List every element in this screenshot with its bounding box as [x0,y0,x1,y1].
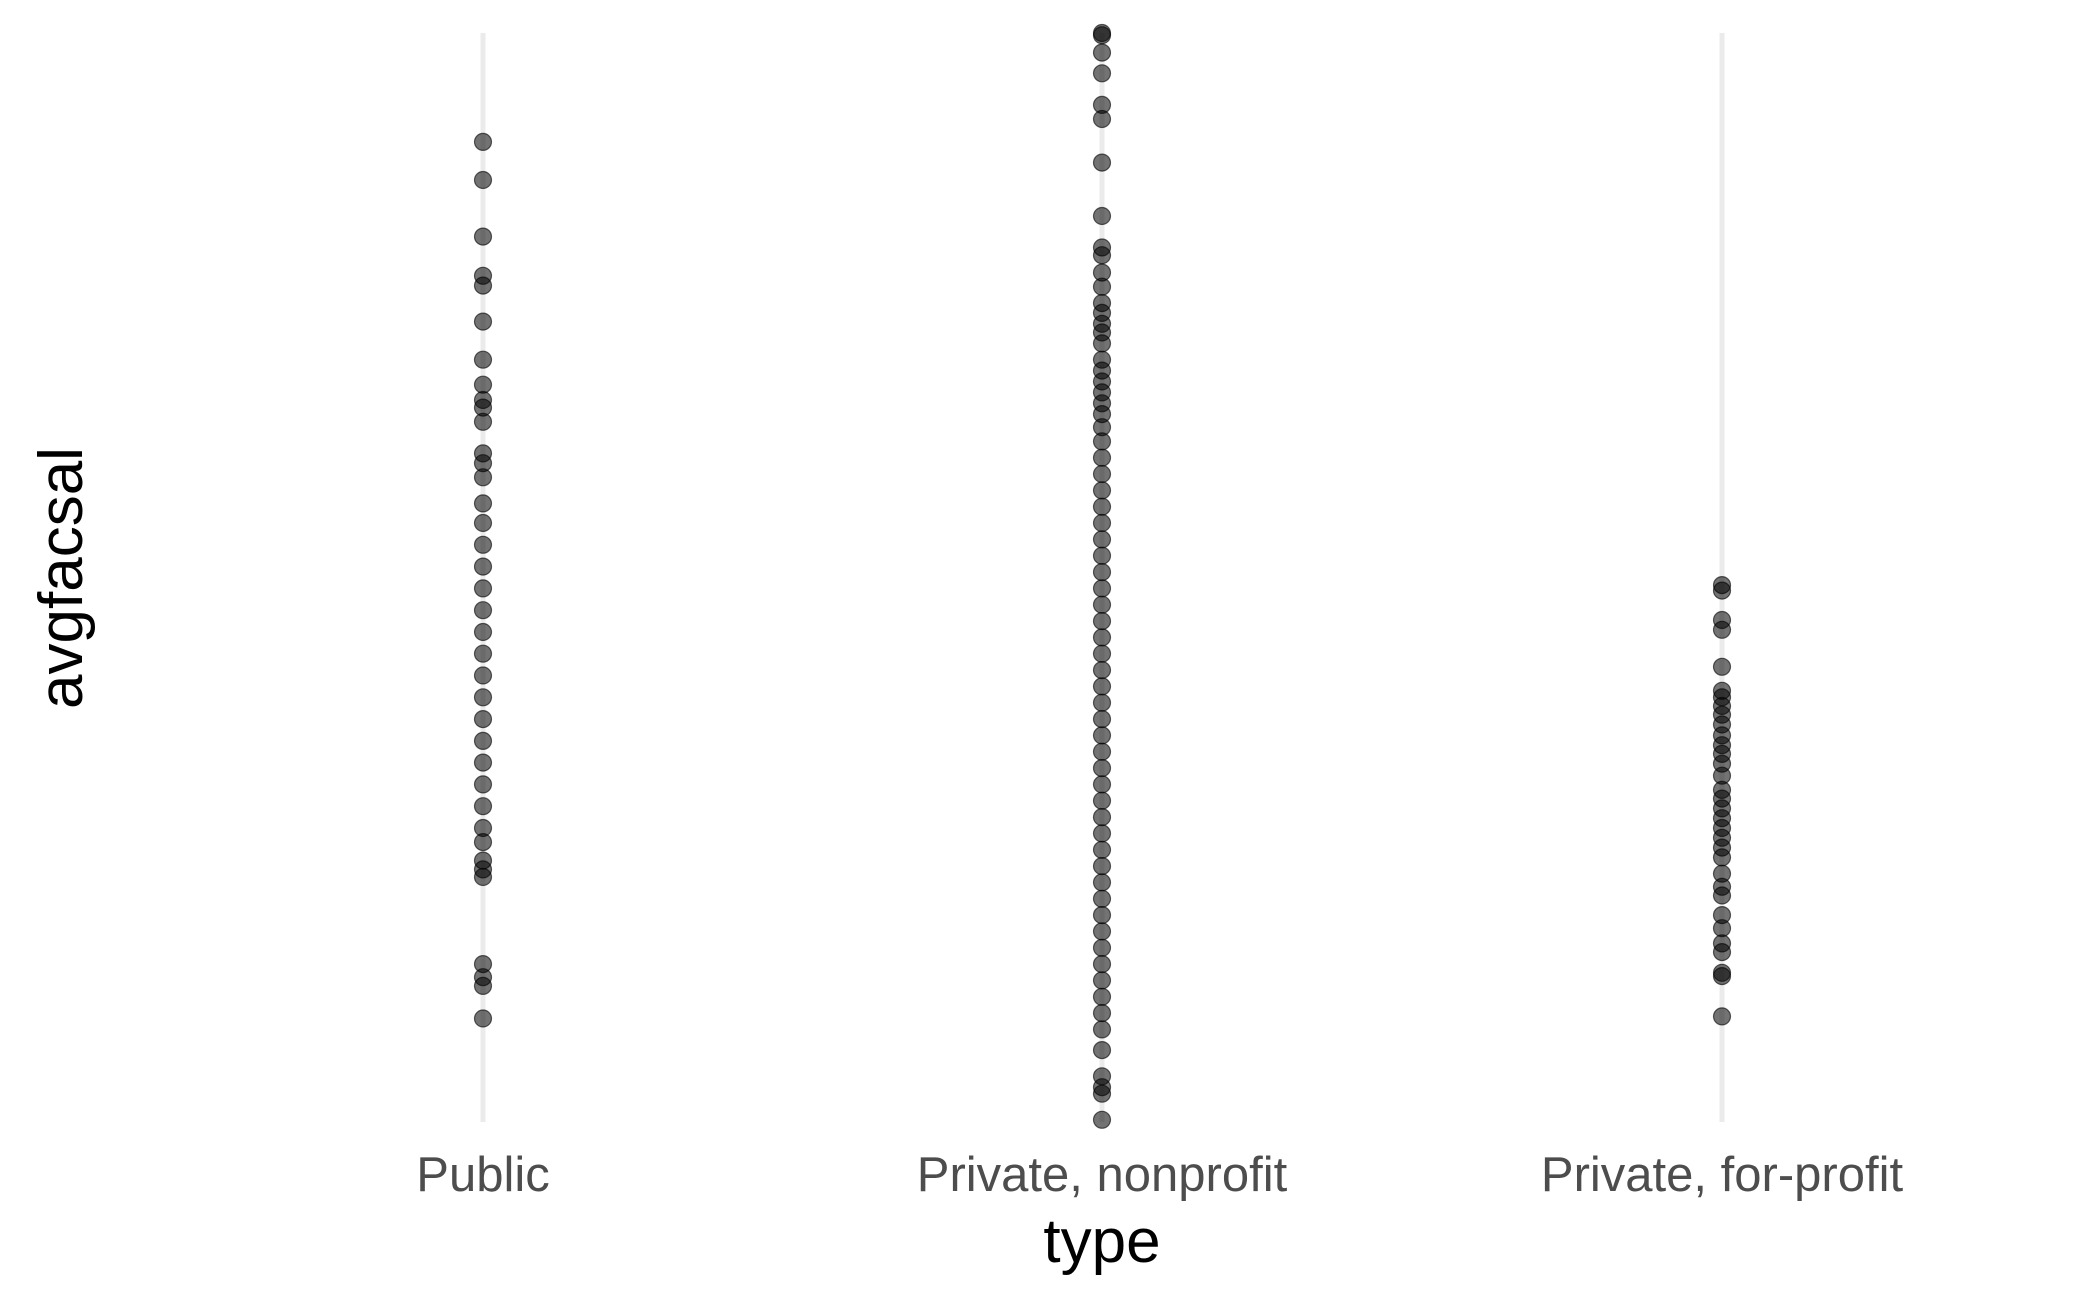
data-point [1092,905,1112,925]
data-point [1092,1003,1112,1023]
data-point [1092,464,1112,484]
data-point [1712,657,1732,676]
data-point [1092,497,1112,516]
data-point [1092,742,1112,761]
data-point [1092,513,1112,533]
data-point [1092,153,1112,172]
data-point [1092,954,1112,974]
data-point [473,1009,493,1028]
data-point [1092,660,1112,680]
data-point [1092,840,1112,859]
data-point [473,350,493,369]
data-point [473,557,493,576]
data-point [473,412,493,431]
data-point [1092,987,1112,1006]
x-tick-labels: Public Private, nonprofit Private, for-pro… [416,1148,1903,1202]
data-point [1092,109,1112,129]
data-point [1092,1084,1112,1103]
x-tick-label: Private, nonprofit [917,1148,1288,1202]
data-point [1712,848,1732,867]
data-point [1092,206,1112,226]
data-point [1712,581,1732,600]
data-point [473,731,493,751]
data-point [473,170,493,190]
data-point [473,666,493,685]
data-point [1712,1007,1732,1026]
data-point [1712,620,1732,639]
data-point [1092,277,1112,296]
data-point [1092,246,1112,265]
data-point [1092,611,1112,631]
data-point [473,132,493,151]
data-point [1092,1040,1112,1060]
data-point [1712,886,1732,905]
data-point [473,797,493,816]
data-point [1092,726,1112,745]
data-point [1092,758,1112,778]
data-point [1092,546,1112,565]
data-point [1092,791,1112,810]
data-point [473,976,493,996]
data-point [1092,1110,1112,1129]
data-point [473,276,493,295]
data-point [473,867,493,887]
data-point [1092,644,1112,663]
x-tick-label: Public [416,1148,549,1202]
data-point [473,535,493,554]
data-point [1092,481,1112,500]
data-point [473,832,493,852]
data-point [1092,64,1112,83]
data-point [1092,530,1112,549]
data-point [473,753,493,772]
x-axis-title: type [1043,1207,1160,1276]
data-point [1092,938,1112,957]
data-point [473,375,493,394]
data-point [473,601,493,620]
data-point [1092,677,1112,696]
data-point [1092,448,1112,467]
data-point [1092,628,1112,647]
data-point [1092,856,1112,876]
data-point [473,709,493,729]
data-point [1092,1020,1112,1039]
data-point [473,468,493,487]
data-point [473,312,493,331]
data-point [473,775,493,794]
data-point [1712,942,1732,962]
data-point [1092,579,1112,598]
data-point [473,644,493,663]
data-point [473,513,493,533]
data-point [1092,889,1112,908]
data-point [1092,595,1112,614]
data-point [1092,709,1112,729]
data-point [1092,873,1112,892]
data-point [473,622,493,642]
data-point [1092,43,1112,62]
data-point [1092,971,1112,990]
data-point [1712,966,1732,986]
data-point [473,688,493,707]
y-axis-title: avgfacsal [27,447,96,709]
data-point [1712,919,1732,938]
data-point [1092,26,1112,45]
data-point [1092,824,1112,843]
x-tick-label: Private, for-profit [1541,1148,1904,1202]
data-point [1092,775,1112,794]
data-point [1092,693,1112,712]
data-point [473,579,493,598]
data-point [1092,562,1112,582]
data-point [1092,922,1112,941]
data-point [473,227,493,246]
data-point [1092,432,1112,451]
data-points [473,23,1732,1129]
data-point [1092,334,1112,353]
data-point [1092,807,1112,827]
data-point [473,494,493,513]
